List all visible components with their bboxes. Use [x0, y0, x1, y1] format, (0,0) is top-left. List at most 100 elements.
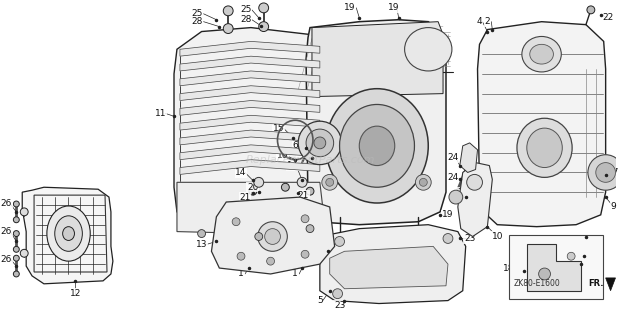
Ellipse shape: [255, 232, 263, 241]
Ellipse shape: [298, 121, 342, 165]
Ellipse shape: [14, 231, 19, 237]
Polygon shape: [180, 71, 320, 86]
Ellipse shape: [55, 216, 82, 251]
Text: 2: 2: [485, 17, 490, 26]
Ellipse shape: [449, 190, 463, 204]
Text: 11: 11: [154, 109, 166, 118]
Ellipse shape: [326, 178, 334, 186]
Polygon shape: [320, 225, 466, 303]
Polygon shape: [174, 28, 330, 227]
Ellipse shape: [304, 142, 312, 150]
Ellipse shape: [297, 177, 307, 187]
Text: 23: 23: [464, 234, 476, 243]
Text: 4: 4: [477, 17, 482, 26]
Ellipse shape: [265, 229, 280, 244]
Polygon shape: [180, 42, 320, 56]
Ellipse shape: [443, 233, 453, 243]
Text: 21: 21: [298, 191, 309, 200]
Text: 1: 1: [238, 269, 244, 278]
Polygon shape: [22, 187, 113, 284]
Text: 18: 18: [503, 264, 515, 272]
Polygon shape: [180, 115, 320, 130]
Ellipse shape: [249, 187, 257, 195]
Ellipse shape: [259, 3, 268, 13]
Text: 24: 24: [447, 173, 459, 182]
Ellipse shape: [14, 217, 19, 223]
Text: 20: 20: [247, 183, 259, 192]
Ellipse shape: [301, 215, 309, 223]
Polygon shape: [527, 244, 581, 291]
Ellipse shape: [20, 249, 28, 257]
Ellipse shape: [63, 227, 74, 241]
Ellipse shape: [314, 137, 326, 149]
Polygon shape: [330, 246, 448, 289]
Text: 13: 13: [196, 240, 207, 249]
Polygon shape: [177, 182, 325, 235]
Text: FR.: FR.: [588, 279, 603, 288]
Ellipse shape: [249, 206, 257, 214]
Text: ZK80-E1600: ZK80-E1600: [513, 279, 560, 288]
Text: ReplacementParts.com: ReplacementParts.com: [246, 155, 374, 165]
Polygon shape: [180, 56, 320, 71]
Text: 14: 14: [286, 161, 298, 170]
Ellipse shape: [529, 44, 554, 64]
Polygon shape: [312, 22, 443, 97]
Polygon shape: [477, 22, 606, 227]
Ellipse shape: [539, 268, 551, 280]
Ellipse shape: [14, 246, 19, 252]
Ellipse shape: [306, 129, 334, 157]
Ellipse shape: [223, 24, 233, 33]
Ellipse shape: [414, 244, 422, 252]
Ellipse shape: [359, 126, 395, 166]
Ellipse shape: [596, 163, 616, 182]
Ellipse shape: [20, 208, 28, 216]
Polygon shape: [306, 20, 446, 225]
Ellipse shape: [281, 201, 290, 209]
Polygon shape: [211, 197, 335, 274]
Text: 10: 10: [492, 232, 503, 241]
Ellipse shape: [517, 118, 572, 177]
Text: 16: 16: [277, 151, 288, 160]
Ellipse shape: [237, 252, 245, 260]
Ellipse shape: [258, 222, 287, 251]
Ellipse shape: [250, 211, 256, 217]
Text: 12: 12: [70, 289, 81, 298]
Ellipse shape: [587, 6, 595, 14]
Text: 26: 26: [1, 227, 12, 236]
Ellipse shape: [14, 271, 19, 277]
Polygon shape: [606, 278, 616, 291]
Text: 9: 9: [611, 202, 616, 211]
Ellipse shape: [567, 252, 575, 260]
Text: 22: 22: [602, 13, 613, 22]
Ellipse shape: [335, 244, 343, 252]
Text: 1: 1: [293, 269, 298, 278]
Ellipse shape: [326, 89, 428, 203]
Ellipse shape: [415, 175, 432, 190]
Text: 29: 29: [588, 254, 600, 263]
Ellipse shape: [333, 289, 342, 299]
Polygon shape: [180, 160, 320, 175]
Ellipse shape: [527, 128, 562, 167]
Polygon shape: [180, 130, 320, 145]
Text: 25: 25: [191, 9, 202, 18]
Ellipse shape: [223, 6, 233, 16]
Ellipse shape: [335, 237, 345, 246]
Text: 19: 19: [388, 3, 399, 12]
Ellipse shape: [588, 155, 620, 190]
Text: 24: 24: [447, 153, 459, 162]
Ellipse shape: [419, 178, 427, 186]
Text: 19: 19: [343, 3, 355, 12]
Ellipse shape: [14, 255, 19, 261]
Text: 6: 6: [293, 141, 298, 150]
Polygon shape: [180, 100, 320, 115]
Bar: [509, 235, 603, 299]
Ellipse shape: [281, 183, 290, 191]
Text: 27: 27: [608, 168, 619, 177]
Ellipse shape: [198, 230, 206, 237]
Text: 7: 7: [457, 188, 463, 197]
Ellipse shape: [522, 37, 561, 72]
Ellipse shape: [259, 22, 268, 32]
Text: 23: 23: [334, 301, 345, 310]
Ellipse shape: [306, 187, 314, 195]
Ellipse shape: [267, 257, 275, 265]
